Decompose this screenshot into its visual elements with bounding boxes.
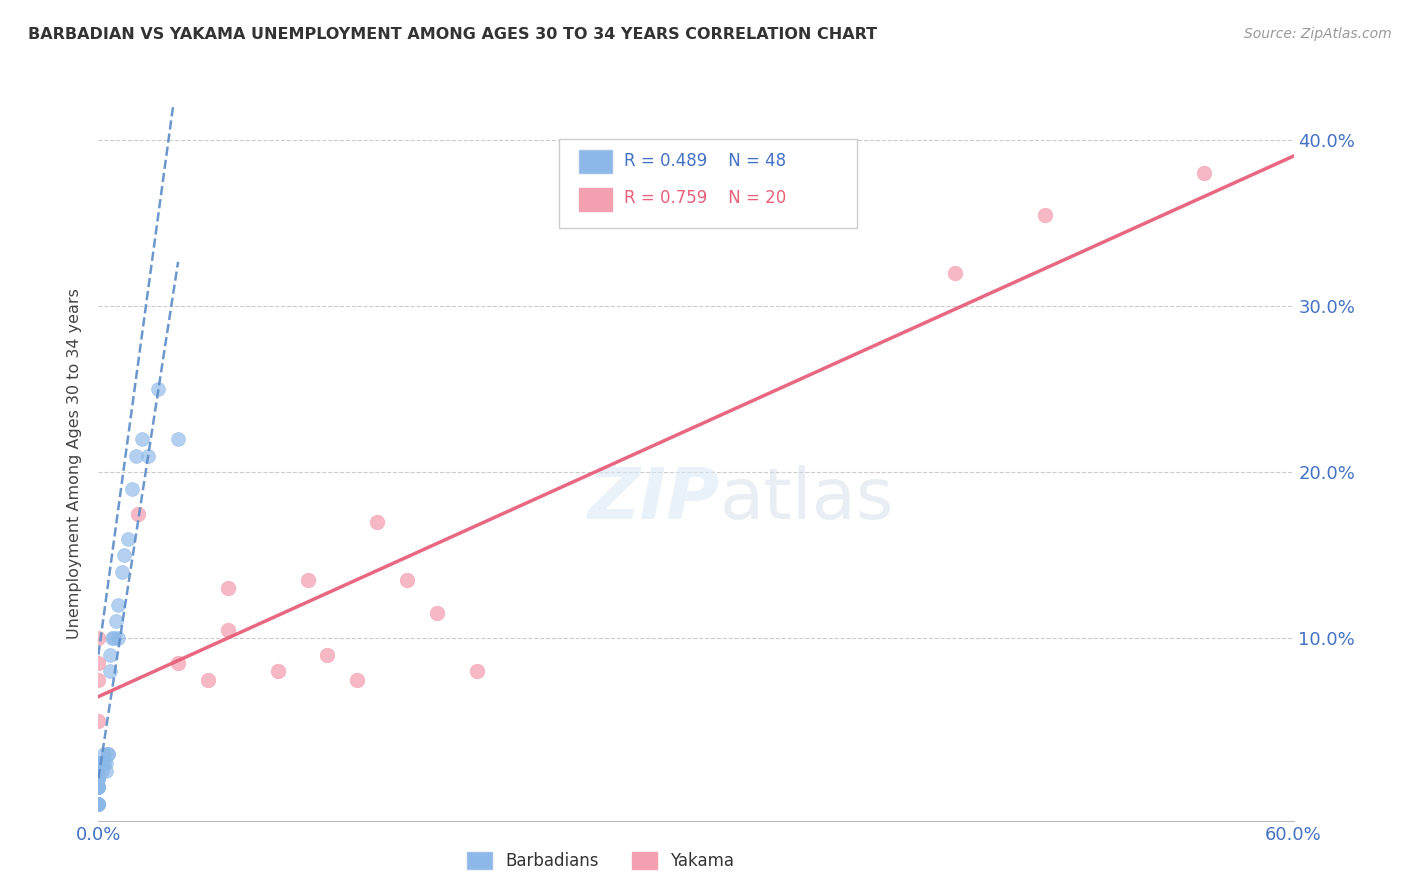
Point [87, 780, 110, 795]
Point [943, 266, 966, 280]
Point [87, 797, 110, 811]
Point [87, 797, 110, 811]
Point [87, 714, 110, 728]
Point [87, 797, 110, 811]
Point [96, 764, 118, 778]
Point [297, 573, 319, 587]
Point [87, 797, 110, 811]
Point [87, 797, 110, 811]
Point [87, 797, 110, 811]
Point [1033, 208, 1056, 222]
Point [91, 756, 114, 770]
Point [148, 382, 170, 396]
Point [87, 780, 110, 795]
Point [127, 507, 149, 521]
Point [396, 573, 419, 587]
Point [93, 747, 115, 762]
Point [107, 598, 129, 612]
Point [87, 772, 110, 786]
Point [87, 772, 110, 786]
Point [91, 764, 114, 778]
Point [167, 656, 190, 670]
FancyBboxPatch shape [579, 150, 613, 173]
Point [136, 449, 159, 463]
Point [97, 747, 120, 762]
Point [267, 665, 290, 679]
Point [1192, 166, 1215, 180]
Point [101, 631, 124, 645]
FancyBboxPatch shape [579, 187, 613, 211]
Point [100, 665, 122, 679]
Point [87, 797, 110, 811]
Point [87, 764, 110, 778]
Point [97, 747, 120, 762]
Point [167, 432, 190, 446]
Point [131, 432, 153, 446]
Point [96, 756, 118, 770]
Y-axis label: Unemployment Among Ages 30 to 34 years: Unemployment Among Ages 30 to 34 years [67, 288, 83, 640]
Point [217, 582, 239, 596]
Text: atlas: atlas [720, 465, 894, 534]
Text: BARBADIAN VS YAKAMA UNEMPLOYMENT AMONG AGES 30 TO 34 YEARS CORRELATION CHART: BARBADIAN VS YAKAMA UNEMPLOYMENT AMONG A… [28, 27, 877, 42]
Point [87, 780, 110, 795]
Point [87, 756, 110, 770]
Point [87, 780, 110, 795]
Point [100, 648, 122, 662]
Point [117, 532, 139, 546]
Text: R = 0.489    N = 48: R = 0.489 N = 48 [624, 152, 786, 169]
Point [87, 797, 110, 811]
Point [87, 764, 110, 778]
Point [87, 673, 110, 687]
Point [87, 631, 110, 645]
Point [125, 449, 148, 463]
Point [87, 772, 110, 786]
Point [107, 631, 129, 645]
Point [93, 756, 115, 770]
Point [346, 673, 368, 687]
Point [105, 615, 128, 629]
Point [87, 780, 110, 795]
Point [217, 623, 239, 637]
Legend: Barbadians, Yakama: Barbadians, Yakama [460, 845, 741, 877]
Point [103, 631, 125, 645]
Point [121, 482, 143, 496]
Point [87, 780, 110, 795]
Point [316, 648, 339, 662]
Point [87, 780, 110, 795]
Point [426, 606, 449, 620]
Point [111, 565, 134, 579]
Point [366, 515, 388, 529]
Point [465, 665, 488, 679]
Point [112, 548, 135, 562]
FancyBboxPatch shape [558, 139, 858, 228]
Point [197, 673, 219, 687]
Text: R = 0.759    N = 20: R = 0.759 N = 20 [624, 189, 786, 207]
Text: Source: ZipAtlas.com: Source: ZipAtlas.com [1244, 27, 1392, 41]
Point [87, 756, 110, 770]
Point [87, 764, 110, 778]
Text: ZIP: ZIP [588, 465, 720, 534]
Point [87, 656, 110, 670]
Point [87, 764, 110, 778]
